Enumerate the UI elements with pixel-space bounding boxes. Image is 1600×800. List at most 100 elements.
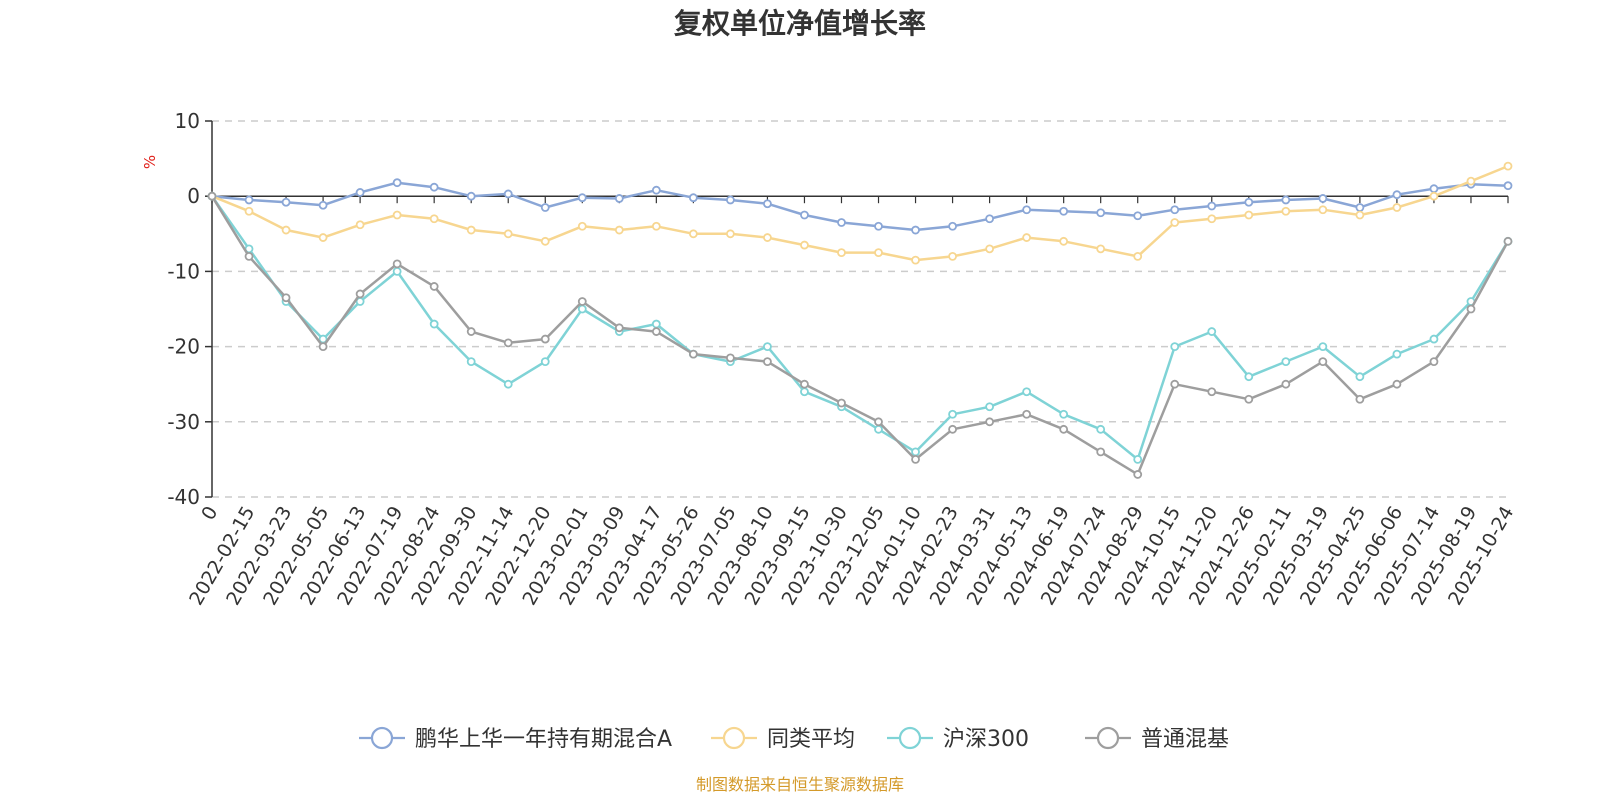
- data-point: [726, 195, 735, 205]
- data-point: [577, 304, 587, 314]
- data-source-note: 制图数据来自恒生聚源数据库: [696, 775, 904, 794]
- legend-item-3[interactable]: 普通混基: [1085, 726, 1229, 752]
- data-point: [1355, 394, 1365, 404]
- data-point: [1022, 387, 1032, 397]
- data-point: [244, 251, 254, 261]
- data-point: [429, 182, 439, 192]
- data-point: [1096, 424, 1106, 434]
- data-point: [355, 289, 365, 299]
- data-point: [651, 319, 661, 329]
- data-point: [763, 233, 772, 242]
- data-point: [763, 199, 772, 209]
- data-point: [1503, 236, 1513, 246]
- data-point: [1318, 205, 1328, 215]
- data-point: [800, 240, 809, 250]
- y-tick-label: -20: [167, 335, 200, 359]
- data-point: [1207, 387, 1217, 397]
- data-point: [688, 349, 698, 359]
- legend-circle-icon: [722, 726, 746, 750]
- data-point: [1096, 447, 1106, 457]
- data-point: [1244, 394, 1254, 404]
- data-point: [392, 259, 402, 269]
- data-point: [466, 225, 476, 235]
- data-point: [392, 266, 402, 276]
- data-point: [1022, 205, 1032, 215]
- data-point: [503, 338, 513, 348]
- data-point: [318, 342, 328, 352]
- series-line: [211, 164, 1509, 262]
- data-point: [763, 357, 772, 367]
- data-point: [800, 210, 809, 220]
- data-point: [1170, 342, 1180, 352]
- data-point: [985, 417, 994, 427]
- series-line: [210, 195, 1510, 461]
- data-point: [1466, 176, 1476, 186]
- legend-circle-icon: [898, 726, 922, 750]
- series-1: [207, 161, 1513, 265]
- data-point: [1207, 327, 1217, 336]
- data-point: [429, 214, 439, 224]
- series-3: [207, 191, 1513, 479]
- data-point: [1392, 379, 1402, 389]
- legend-label: 同类平均: [767, 727, 855, 752]
- axes: 100-10-20-30-4002022-02-152022-03-232022…: [167, 109, 1518, 609]
- data-point: [577, 221, 587, 231]
- data-point: [1355, 203, 1365, 212]
- data-point: [1059, 424, 1069, 434]
- data-point: [800, 387, 809, 397]
- data-point: [429, 282, 439, 291]
- legend-label: 普通混基: [1141, 727, 1229, 752]
- data-point: [1022, 233, 1032, 242]
- series-lines: [207, 161, 1513, 479]
- data-point: [1318, 342, 1328, 352]
- data-point: [911, 454, 920, 464]
- data-point: [503, 379, 513, 389]
- y-axis-unit: %: [141, 155, 159, 169]
- data-point: [1429, 184, 1439, 194]
- data-point: [318, 233, 328, 242]
- y-tick-label: 0: [187, 184, 200, 208]
- chart-title: 复权单位净值增长率: [674, 7, 926, 40]
- data-point: [800, 379, 809, 389]
- data-point: [1429, 357, 1439, 367]
- data-point: [1059, 409, 1069, 419]
- data-point: [1318, 357, 1328, 367]
- data-point: [1207, 214, 1217, 224]
- data-point: [1244, 197, 1254, 207]
- data-point: [837, 398, 846, 408]
- data-point: [1096, 244, 1106, 254]
- series-0: [207, 178, 1513, 235]
- data-point: [540, 357, 550, 367]
- data-point: [614, 194, 624, 203]
- data-point: [1133, 211, 1143, 221]
- legend[interactable]: 鹏华上华一年持有期混合A 同类平均 沪深300 普通混基: [359, 726, 1229, 752]
- data-point: [1392, 190, 1402, 200]
- data-point: [985, 402, 994, 412]
- data-point: [1466, 304, 1476, 314]
- data-point: [688, 229, 698, 239]
- data-point: [874, 417, 883, 427]
- data-point: [577, 193, 587, 203]
- series-2: [207, 191, 1513, 464]
- data-point: [1429, 191, 1439, 201]
- data-point: [540, 236, 550, 246]
- legend-item-1[interactable]: 同类平均: [711, 726, 855, 752]
- data-point: [503, 189, 513, 199]
- legend-item-0[interactable]: 鹏华上华一年持有期混合A: [359, 726, 672, 752]
- data-point: [1503, 181, 1513, 191]
- data-point: [948, 409, 957, 419]
- y-tick-label: -30: [167, 410, 200, 434]
- data-point: [244, 195, 254, 205]
- y-tick-label: -40: [167, 485, 200, 509]
- data-point: [281, 293, 291, 303]
- data-point: [244, 206, 254, 216]
- data-point: [911, 255, 920, 265]
- legend-item-2[interactable]: 沪深300: [887, 726, 1029, 752]
- data-point: [651, 221, 661, 231]
- data-point: [1207, 201, 1217, 211]
- legend-label: 沪深300: [943, 727, 1029, 752]
- data-point: [503, 229, 513, 239]
- data-point: [1281, 357, 1291, 367]
- data-point: [466, 191, 476, 201]
